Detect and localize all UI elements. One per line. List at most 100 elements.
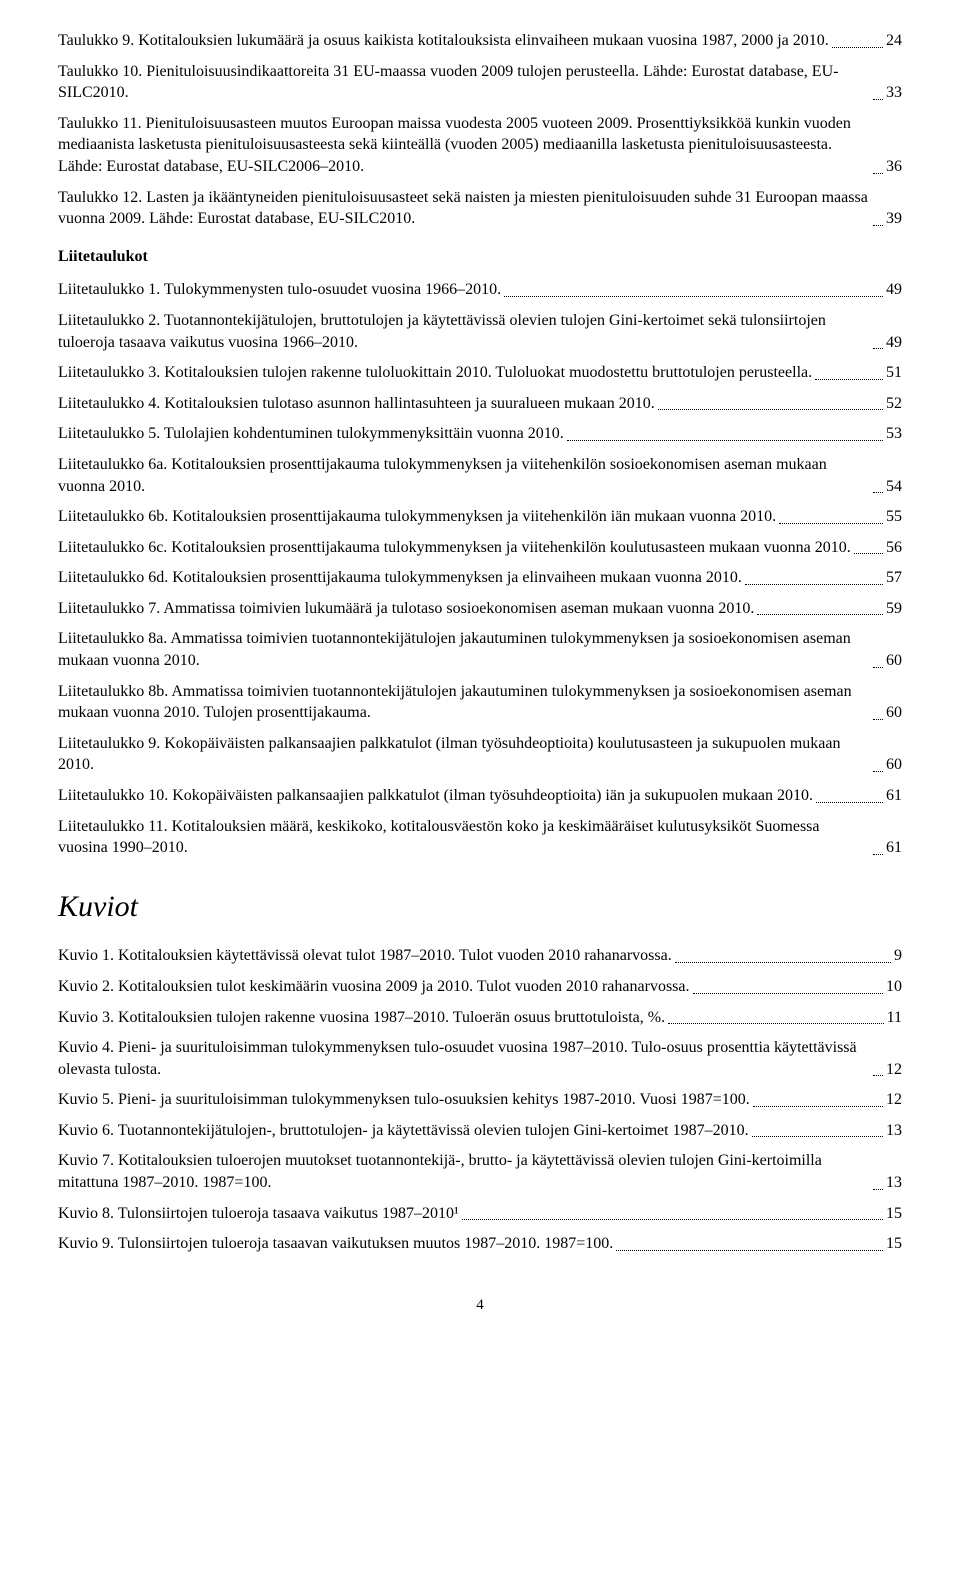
liitetaulukko-entry-page: 61 bbox=[886, 837, 902, 859]
leader-dots bbox=[873, 706, 883, 720]
liitetaulukko-entry-text: Liitetaulukko 6d. Kotitalouksien prosent… bbox=[58, 567, 742, 589]
leader-dots bbox=[745, 571, 883, 585]
liitetaulukko-entry-text: Liitetaulukko 1. Tulokymmenysten tulo-os… bbox=[58, 279, 501, 301]
leader-dots bbox=[752, 1124, 883, 1138]
liitetaulukko-entry-text: Liitetaulukko 8b. Ammatissa toimivien tu… bbox=[58, 681, 870, 724]
taulukko-entry: Taulukko 11. Pienituloisuusasteen muutos… bbox=[58, 113, 902, 178]
leader-dots bbox=[873, 160, 883, 174]
kuvio-entry-page: 9 bbox=[894, 945, 902, 967]
kuvio-entry: Kuvio 5. Pieni- ja suurituloisimman tulo… bbox=[58, 1089, 902, 1111]
liitetaulukko-entry-page: 54 bbox=[886, 476, 902, 498]
liitetaulukko-entry: Liitetaulukko 8b. Ammatissa toimivien tu… bbox=[58, 681, 902, 724]
liitetaulukko-entry-text: Liitetaulukko 11. Kotitalouksien määrä, … bbox=[58, 816, 870, 859]
leader-dots bbox=[757, 602, 883, 616]
leader-dots bbox=[815, 366, 883, 380]
leader-dots bbox=[873, 1176, 883, 1190]
liitetaulukko-entry-text: Liitetaulukko 5. Tulolajien kohdentumine… bbox=[58, 423, 564, 445]
liitetaulukko-entry: Liitetaulukko 6d. Kotitalouksien prosent… bbox=[58, 567, 902, 589]
liitetaulukko-entry-text: Liitetaulukko 10. Kokopäiväisten palkans… bbox=[58, 785, 813, 807]
page-number: 4 bbox=[58, 1295, 902, 1315]
liitetaulukko-entry: Liitetaulukko 3. Kotitalouksien tulojen … bbox=[58, 362, 902, 384]
kuvio-entry-page: 15 bbox=[886, 1203, 902, 1225]
leader-dots bbox=[873, 654, 883, 668]
taulukko-entry: Taulukko 10. Pienituloisuusindikaattorei… bbox=[58, 61, 902, 104]
kuvio-entry-text: Kuvio 4. Pieni- ja suurituloisimman tulo… bbox=[58, 1037, 870, 1080]
liitetaulukko-entry-text: Liitetaulukko 6c. Kotitalouksien prosent… bbox=[58, 537, 851, 559]
taulukko-entry-page: 33 bbox=[886, 82, 902, 104]
kuvio-entry-text: Kuvio 7. Kotitalouksien tuloerojen muuto… bbox=[58, 1150, 870, 1193]
kuvio-entry-text: Kuvio 6. Tuotannontekijätulojen-, brutto… bbox=[58, 1120, 749, 1142]
liitetaulukko-entry: Liitetaulukko 7. Ammatissa toimivien luk… bbox=[58, 598, 902, 620]
liitetaulukko-entry: Liitetaulukko 9. Kokopäiväisten palkansa… bbox=[58, 733, 902, 776]
kuvio-entry: Kuvio 4. Pieni- ja suurituloisimman tulo… bbox=[58, 1037, 902, 1080]
taulukko-entry-text: Taulukko 10. Pienituloisuusindikaattorei… bbox=[58, 61, 870, 104]
taulukko-entry-text: Taulukko 12. Lasten ja ikääntyneiden pie… bbox=[58, 187, 870, 230]
liitetaulukko-entry: Liitetaulukko 5. Tulolajien kohdentumine… bbox=[58, 423, 902, 445]
kuvio-entry-page: 11 bbox=[887, 1007, 902, 1029]
kuvio-entry-page: 12 bbox=[886, 1089, 902, 1111]
liitetaulukko-entry-page: 52 bbox=[886, 393, 902, 415]
leader-dots bbox=[675, 949, 891, 963]
liitetaulukko-entry-text: Liitetaulukko 6b. Kotitalouksien prosent… bbox=[58, 506, 776, 528]
leader-dots bbox=[873, 479, 883, 493]
liitetaulukko-entry-page: 61 bbox=[886, 785, 902, 807]
leader-dots bbox=[668, 1010, 884, 1024]
kuviot-heading: Kuviot bbox=[58, 887, 902, 928]
taulukko-entry-page: 36 bbox=[886, 156, 902, 178]
kuvio-entry: Kuvio 3. Kotitalouksien tulojen rakenne … bbox=[58, 1007, 902, 1029]
taulukko-entry-page: 39 bbox=[886, 208, 902, 230]
leader-dots bbox=[567, 427, 883, 441]
liitetaulukko-entry-page: 59 bbox=[886, 598, 902, 620]
kuvio-entry: Kuvio 6. Tuotannontekijätulojen-, brutto… bbox=[58, 1120, 902, 1142]
leader-dots bbox=[753, 1093, 883, 1107]
liitetaulukko-entry: Liitetaulukko 1. Tulokymmenysten tulo-os… bbox=[58, 279, 902, 301]
kuvio-entry: Kuvio 1. Kotitalouksien käytettävissä ol… bbox=[58, 945, 902, 967]
kuvio-entry-page: 10 bbox=[886, 976, 902, 998]
leader-dots bbox=[616, 1237, 883, 1251]
liitetaulukko-entry-text: Liitetaulukko 7. Ammatissa toimivien luk… bbox=[58, 598, 754, 620]
leader-dots bbox=[873, 86, 883, 100]
liitetaulukko-entry-text: Liitetaulukko 4. Kotitalouksien tulotaso… bbox=[58, 393, 655, 415]
liitetaulukko-entry: Liitetaulukko 6c. Kotitalouksien prosent… bbox=[58, 537, 902, 559]
liitetaulukko-entry-text: Liitetaulukko 9. Kokopäiväisten palkansa… bbox=[58, 733, 870, 776]
liitetaulukko-entry: Liitetaulukko 10. Kokopäiväisten palkans… bbox=[58, 785, 902, 807]
kuvio-entry-text: Kuvio 1. Kotitalouksien käytettävissä ol… bbox=[58, 945, 672, 967]
liitetaulukko-entry-page: 49 bbox=[886, 332, 902, 354]
liitetaulukko-entry: Liitetaulukko 2. Tuotannontekijätulojen,… bbox=[58, 310, 902, 353]
liitetaulukko-entry: Liitetaulukko 8a. Ammatissa toimivien tu… bbox=[58, 628, 902, 671]
kuvio-entry-page: 13 bbox=[886, 1172, 902, 1194]
liitetaulukko-entry: Liitetaulukko 4. Kotitalouksien tulotaso… bbox=[58, 393, 902, 415]
liitetaulukko-entry-page: 60 bbox=[886, 650, 902, 672]
kuvio-entry-text: Kuvio 8. Tulonsiirtojen tuloeroja tasaav… bbox=[58, 1203, 459, 1225]
liitetaulukko-entry-page: 60 bbox=[886, 754, 902, 776]
leader-dots bbox=[816, 789, 883, 803]
liitetaulukko-entry-page: 55 bbox=[886, 506, 902, 528]
kuvio-entry: Kuvio 2. Kotitalouksien tulot keskimääri… bbox=[58, 976, 902, 998]
liitetaulukko-entry-text: Liitetaulukko 6a. Kotitalouksien prosent… bbox=[58, 454, 870, 497]
liitetaulukko-entry-page: 57 bbox=[886, 567, 902, 589]
leader-dots bbox=[873, 758, 883, 772]
kuvio-entry-page: 12 bbox=[886, 1059, 902, 1081]
leader-dots bbox=[779, 510, 883, 524]
kuvio-entry-text: Kuvio 9. Tulonsiirtojen tuloeroja tasaav… bbox=[58, 1233, 613, 1255]
kuvio-entry: Kuvio 8. Tulonsiirtojen tuloeroja tasaav… bbox=[58, 1203, 902, 1225]
leader-dots bbox=[462, 1206, 883, 1220]
kuvio-entry-text: Kuvio 2. Kotitalouksien tulot keskimääri… bbox=[58, 976, 690, 998]
liitetaulukko-entry-text: Liitetaulukko 8a. Ammatissa toimivien tu… bbox=[58, 628, 870, 671]
liitetaulukot-heading: Liitetaulukot bbox=[58, 246, 902, 268]
taulukko-entry-text: Taulukko 11. Pienituloisuusasteen muutos… bbox=[58, 113, 870, 178]
taulukko-entry-page: 24 bbox=[886, 30, 902, 52]
liitetaulukko-entry: Liitetaulukko 11. Kotitalouksien määrä, … bbox=[58, 816, 902, 859]
liitetaulukko-entry-page: 56 bbox=[886, 537, 902, 559]
leader-dots bbox=[693, 980, 884, 994]
leader-dots bbox=[873, 1062, 883, 1076]
leader-dots bbox=[832, 34, 883, 48]
kuvio-entry-page: 15 bbox=[886, 1233, 902, 1255]
leader-dots bbox=[873, 841, 883, 855]
liitetaulukko-entry-page: 53 bbox=[886, 423, 902, 445]
taulukko-entry-text: Taulukko 9. Kotitalouksien lukumäärä ja … bbox=[58, 30, 829, 52]
kuvio-entry-text: Kuvio 3. Kotitalouksien tulojen rakenne … bbox=[58, 1007, 665, 1029]
kuvio-entry-page: 13 bbox=[886, 1120, 902, 1142]
leader-dots bbox=[854, 540, 883, 554]
liitetaulukko-entry: Liitetaulukko 6b. Kotitalouksien prosent… bbox=[58, 506, 902, 528]
